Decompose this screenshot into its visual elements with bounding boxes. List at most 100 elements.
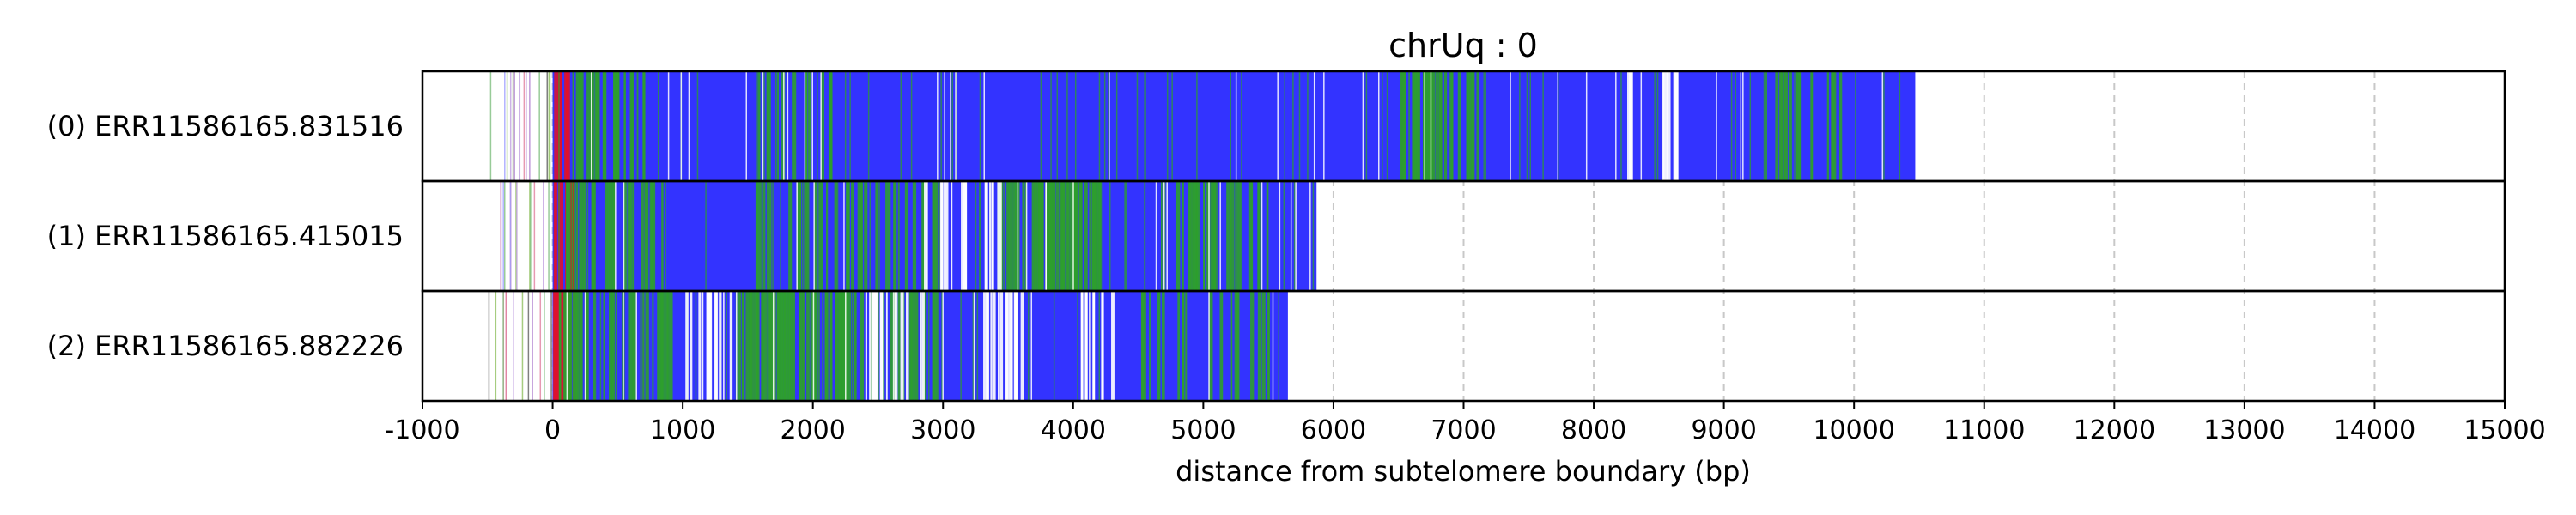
green-mark [616, 291, 617, 401]
gap-mark [951, 181, 953, 291]
green-mark [869, 181, 872, 291]
green-mark [1048, 181, 1053, 291]
green-mark [804, 71, 808, 181]
green-mark [1012, 181, 1017, 291]
gap-mark [1629, 71, 1632, 181]
green-mark [1283, 181, 1285, 291]
gap-mark [900, 291, 904, 401]
green-mark [1312, 181, 1315, 291]
green-mark [640, 291, 642, 401]
green-mark [932, 181, 935, 291]
green-mark [1095, 181, 1099, 291]
gap-mark [1362, 71, 1364, 181]
green-mark [1069, 181, 1072, 291]
green-mark [1182, 291, 1185, 401]
green-mark [567, 291, 571, 401]
green-mark [778, 291, 780, 401]
green-mark [587, 291, 589, 401]
row-frames [421, 70, 2506, 403]
green-mark [1443, 71, 1448, 181]
green-mark [1365, 71, 1368, 181]
green-mark [820, 181, 823, 291]
green-mark [1382, 71, 1383, 181]
green-mark [582, 181, 585, 291]
green-mark [1811, 71, 1813, 181]
gap-mark [745, 71, 747, 181]
green-mark [848, 291, 852, 401]
green-mark [835, 291, 839, 401]
green-mark [628, 291, 632, 401]
green-mark [885, 181, 888, 291]
green-mark [581, 181, 583, 291]
green-mark [775, 71, 777, 181]
green-mark [854, 291, 856, 401]
row-label: (2) ERR11586165.882226 [47, 330, 404, 362]
green-mark [1091, 181, 1097, 291]
green-mark [1045, 181, 1049, 291]
gap-mark [892, 291, 895, 401]
gap-mark [698, 291, 702, 401]
gap-mark [804, 71, 806, 181]
green-mark [667, 291, 670, 401]
green-mark [815, 291, 817, 401]
green-mark [757, 181, 762, 291]
green-mark [860, 291, 862, 401]
green-mark [629, 181, 631, 291]
green-mark [1006, 181, 1010, 291]
green-mark [592, 71, 593, 181]
gap-mark [1667, 71, 1668, 181]
green-mark [838, 291, 842, 401]
green-mark [1424, 71, 1428, 181]
green-mark [1266, 181, 1268, 291]
gap-mark [709, 291, 713, 401]
gap-mark [1323, 71, 1325, 181]
green-mark [745, 291, 750, 401]
green-mark [792, 71, 795, 181]
green-mark [1081, 181, 1083, 291]
green-mark [1053, 181, 1055, 291]
green-mark [763, 71, 765, 181]
gap-mark [796, 181, 798, 291]
gap-mark [843, 181, 845, 291]
green-mark [1098, 291, 1101, 401]
green-mark [846, 181, 850, 291]
green-mark [780, 291, 784, 401]
green-mark [609, 181, 612, 291]
gap-mark [1742, 71, 1744, 181]
green-mark [897, 291, 901, 401]
green-mark [1185, 291, 1188, 401]
gap-mark [590, 71, 592, 181]
green-mark [1040, 71, 1042, 181]
green-mark [1855, 71, 1856, 181]
green-mark [629, 71, 634, 181]
green-mark [1620, 71, 1622, 181]
green-mark [1109, 181, 1111, 291]
green-mark [1166, 71, 1169, 181]
green-mark [584, 291, 589, 401]
green-mark [1008, 181, 1012, 291]
green-mark [1034, 181, 1037, 291]
gap-mark [1020, 291, 1024, 401]
x-tick-label: 15000 [2464, 415, 2545, 445]
green-mark [766, 71, 769, 181]
green-mark [660, 291, 665, 401]
green-mark [1061, 181, 1066, 291]
gap-mark [735, 291, 738, 401]
gap-mark [937, 71, 939, 181]
green-mark [695, 291, 697, 401]
red-mark [554, 181, 557, 291]
green-mark [913, 291, 916, 401]
green-mark [1161, 181, 1163, 291]
gap-mark [1627, 71, 1631, 181]
gap-mark [983, 291, 986, 401]
green-mark [1031, 181, 1036, 291]
green-mark [1428, 71, 1431, 181]
gap-mark [1010, 291, 1013, 401]
gap-mark [690, 291, 693, 401]
green-mark [1144, 181, 1146, 291]
green-mark [1226, 181, 1230, 291]
gap-mark [945, 181, 949, 291]
gap-mark [964, 181, 967, 291]
green-mark [763, 291, 768, 401]
gap-mark [1155, 181, 1157, 291]
